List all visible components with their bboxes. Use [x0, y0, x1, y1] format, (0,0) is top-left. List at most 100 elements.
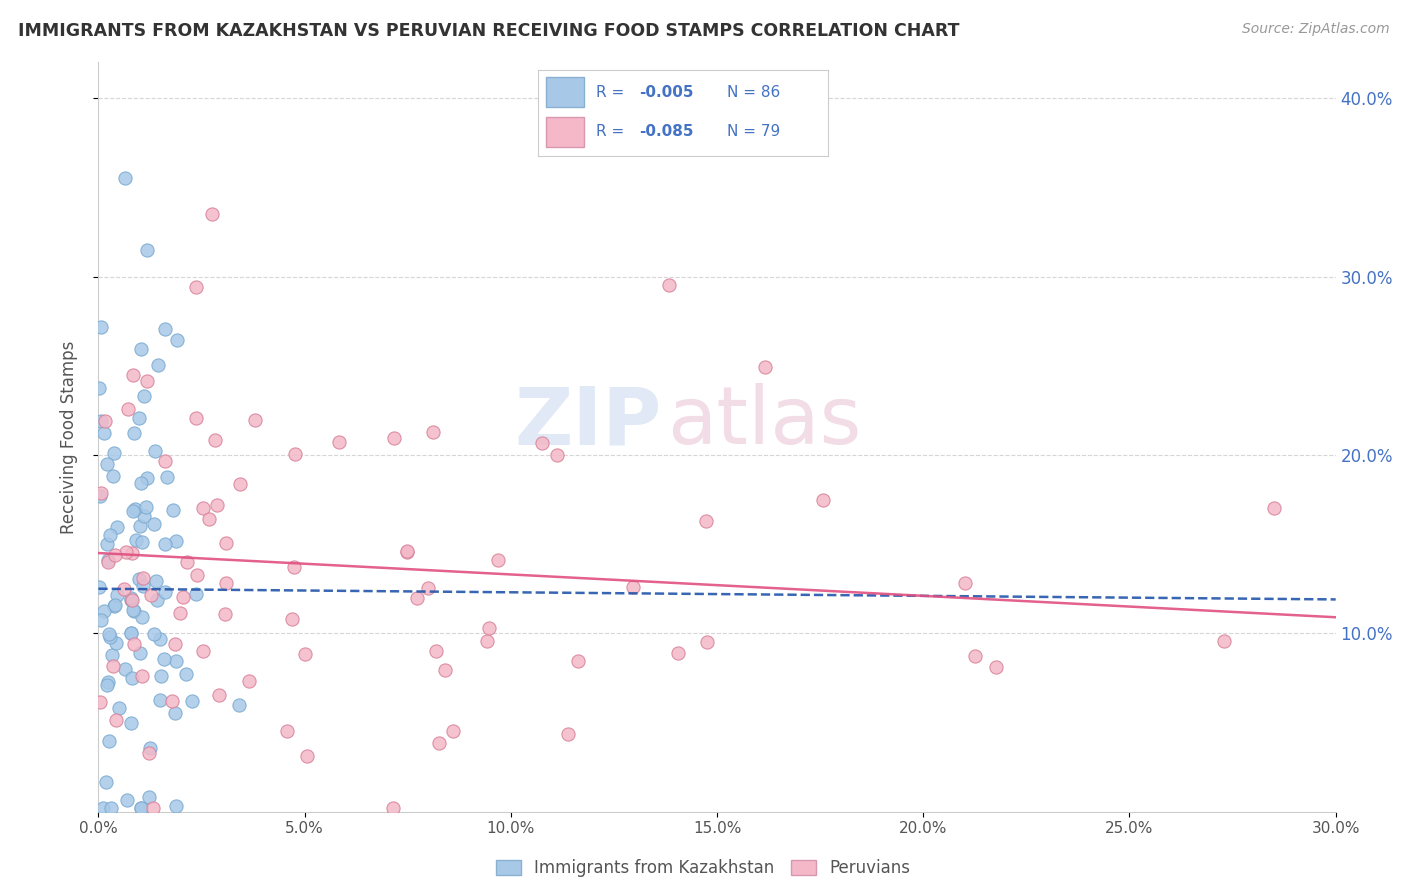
Point: [201, 207, 224, 221]
Point: [128, 572, 150, 586]
Point: [204, 433, 226, 447]
Point: [132, 509, 155, 524]
Point: [129, 518, 152, 533]
Point: [186, 280, 208, 294]
Point: [121, 546, 143, 560]
Point: [1263, 501, 1285, 516]
Point: [129, 801, 152, 815]
Point: [984, 660, 1007, 674]
Point: [191, 644, 214, 658]
Point: [658, 278, 681, 293]
Point: [89, 613, 111, 627]
Point: [101, 648, 124, 663]
Point: [128, 411, 150, 425]
Point: [433, 663, 456, 677]
Point: [754, 359, 776, 374]
Point: [114, 662, 136, 676]
Point: [100, 801, 122, 815]
Point: [97, 734, 120, 748]
Point: [105, 713, 128, 727]
Point: [124, 637, 146, 651]
Point: [101, 468, 124, 483]
Point: [114, 545, 136, 559]
Point: [120, 626, 142, 640]
Point: [416, 581, 439, 595]
Point: [478, 621, 501, 635]
Point: [115, 793, 138, 807]
Point: [238, 674, 260, 689]
Point: [176, 555, 198, 569]
Point: [129, 342, 152, 356]
Point: [557, 726, 579, 740]
Point: [132, 579, 155, 593]
Point: [96, 678, 118, 692]
Point: [149, 669, 172, 683]
Point: [963, 648, 986, 663]
Point: [98, 528, 121, 542]
Point: [121, 592, 143, 607]
Point: [136, 471, 159, 485]
Point: [531, 436, 554, 450]
Point: [91, 801, 114, 815]
Point: [122, 426, 145, 441]
Point: [90, 414, 112, 428]
Point: [294, 647, 316, 661]
Point: [131, 475, 153, 490]
Point: [94, 775, 117, 789]
Point: [142, 516, 165, 531]
Point: [197, 512, 219, 526]
Point: [153, 585, 176, 599]
Point: [695, 514, 717, 528]
Point: [131, 669, 153, 683]
Point: [101, 658, 124, 673]
Point: [90, 320, 112, 334]
Point: [546, 448, 568, 462]
Point: [105, 589, 128, 603]
Point: [149, 632, 172, 647]
Point: [1213, 634, 1236, 648]
Point: [169, 606, 191, 620]
Point: [425, 643, 447, 657]
Point: [143, 627, 166, 641]
Point: [228, 698, 250, 712]
Point: [143, 444, 166, 458]
Point: [427, 736, 450, 750]
Point: [215, 575, 238, 590]
Point: [132, 389, 155, 403]
Point: [146, 593, 169, 607]
Point: [142, 801, 165, 815]
Point: [93, 604, 115, 618]
Point: [666, 646, 689, 660]
Point: [145, 574, 167, 588]
Point: [122, 603, 145, 617]
Point: [124, 604, 146, 618]
Text: Source: ZipAtlas.com: Source: ZipAtlas.com: [1241, 22, 1389, 37]
Y-axis label: Receiving Food Stamps: Receiving Food Stamps: [59, 341, 77, 533]
Point: [96, 457, 118, 471]
Point: [243, 412, 266, 426]
Point: [98, 631, 121, 645]
Point: [135, 374, 157, 388]
Point: [93, 426, 115, 441]
Point: [165, 706, 187, 721]
Point: [229, 477, 252, 491]
Point: [283, 559, 305, 574]
Point: [163, 637, 186, 651]
Point: [122, 368, 145, 383]
Point: [162, 503, 184, 517]
Point: [953, 575, 976, 590]
Point: [120, 626, 142, 640]
Point: [281, 612, 304, 626]
Point: [160, 694, 183, 708]
Point: [131, 609, 153, 624]
Point: [131, 801, 153, 815]
Point: [186, 568, 208, 582]
Point: [165, 799, 187, 814]
Point: [124, 502, 146, 516]
Point: [621, 580, 644, 594]
Point: [114, 171, 136, 186]
Point: [90, 486, 112, 500]
Point: [98, 627, 121, 641]
Point: [156, 470, 179, 484]
Point: [96, 536, 118, 550]
